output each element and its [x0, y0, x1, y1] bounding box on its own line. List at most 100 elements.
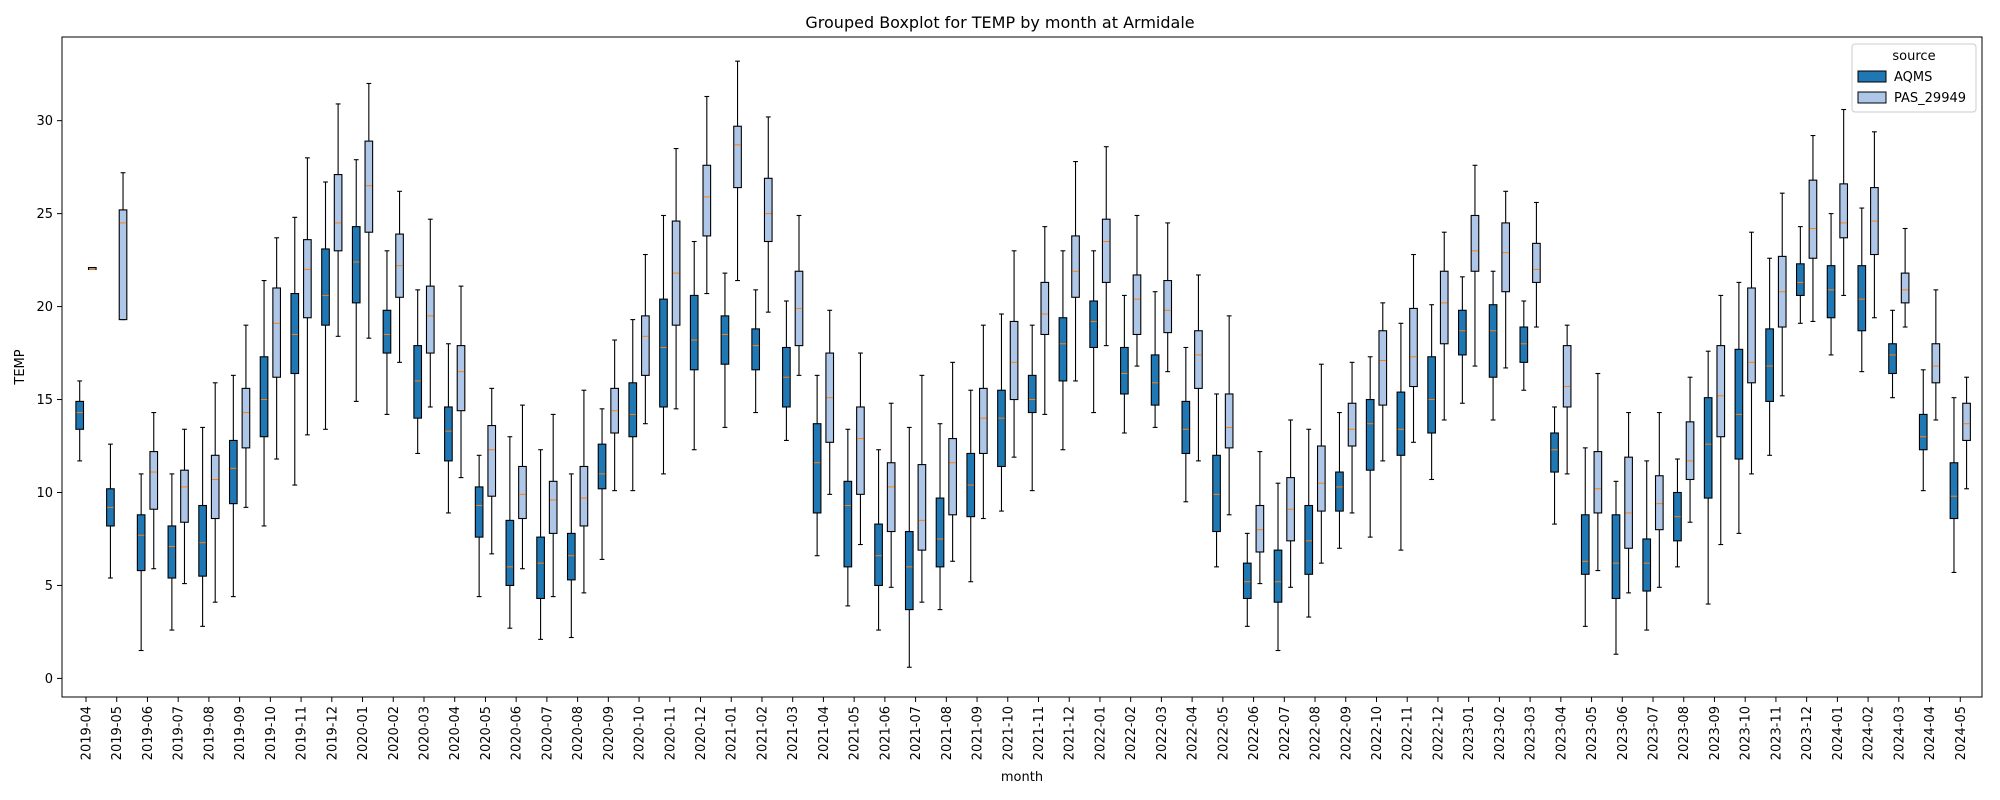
x-tick-label: 2020-06 [510, 706, 525, 760]
box-aqms-2023-07 [1642, 460, 1652, 631]
x-tick-label: 2019-07 [172, 706, 187, 760]
x-tick-label: 2023-04 [1554, 706, 1569, 760]
box-pas-2021-06 [886, 402, 896, 588]
x-tick-label: 2021-09 [971, 706, 986, 760]
box-aqms-2021-04 [812, 374, 822, 557]
x-tick-label: 2020-04 [448, 706, 463, 760]
box-iqr [1562, 345, 1572, 408]
box-iqr [1132, 274, 1142, 336]
box-pas-2021-12 [1071, 161, 1080, 382]
legend-title: source [1892, 49, 1935, 64]
x-tick-label: 2021-04 [817, 706, 832, 760]
box-iqr [720, 315, 730, 365]
box-iqr [1427, 356, 1436, 434]
box-aqms-2021-09 [966, 389, 976, 583]
box-aqms-2019-07 [167, 473, 177, 631]
box-aqms-2020-09 [597, 408, 607, 560]
box-iqr [136, 514, 146, 572]
box-pas-2024-01 [1839, 108, 1849, 296]
x-tick-label: 2022-03 [1155, 706, 1170, 760]
box-pas-2022-03 [1163, 222, 1173, 373]
plot-area [61, 36, 1983, 698]
y-axis-label: TEMP [13, 349, 28, 385]
box-aqms-2022-11 [1396, 322, 1406, 551]
x-tick-label: 2022-02 [1124, 706, 1139, 760]
box-iqr [659, 298, 668, 408]
box-iqr [1194, 330, 1203, 389]
box-iqr [1931, 343, 1941, 384]
box-pas-2021-09 [978, 324, 988, 520]
box-iqr [1519, 326, 1529, 363]
box-iqr [935, 497, 945, 568]
box-iqr [1949, 462, 1959, 520]
box-iqr [364, 140, 374, 233]
y-tick-label: 10 [36, 486, 53, 501]
box-iqr [1316, 445, 1326, 512]
box-pas-2022-05 [1224, 315, 1234, 516]
box-aqms-2020-03 [413, 289, 423, 455]
box-iqr [1242, 562, 1252, 600]
box-iqr [1532, 242, 1541, 283]
box-pas-2022-06 [1255, 451, 1265, 585]
x-tick-label: 2019-11 [295, 706, 310, 760]
box-aqms-2019-12 [321, 181, 330, 430]
x-tick-label: 2020-08 [571, 706, 586, 760]
box-iqr [1501, 222, 1511, 293]
box-aqms-2023-09 [1703, 350, 1713, 605]
x-tick-label: 2020-02 [387, 706, 402, 760]
box-aqms-2019-04 [75, 380, 85, 462]
x-tick-label: 2022-04 [1186, 706, 1201, 760]
x-tick-label: 2023-11 [1769, 706, 1784, 760]
box-iqr [487, 425, 497, 497]
y-axis: 0 5 10 15 20 25 30 [36, 114, 62, 687]
box-aqms-2020-04 [444, 343, 453, 514]
legend-label-pas: PAS_29949 [1894, 91, 1966, 106]
box-iqr [1654, 475, 1664, 531]
box-iqr [1747, 287, 1756, 384]
box-iqr [241, 387, 251, 449]
x-tick-label: 2023-09 [1708, 706, 1723, 760]
y-tick-label: 30 [36, 114, 53, 129]
box-aqms-2020-06 [505, 436, 515, 629]
box-iqr [272, 287, 282, 378]
x-tick-label: 2023-07 [1647, 706, 1662, 760]
x-tick-label: 2020-05 [479, 706, 494, 760]
box-pas-2022-07 [1286, 419, 1295, 588]
box-aqms-2021-03 [782, 300, 791, 441]
box-iqr [1304, 504, 1314, 575]
box-pas-2022-12 [1439, 231, 1449, 421]
x-tick-label: 2022-07 [1278, 706, 1293, 760]
box-iqr [149, 451, 159, 510]
box-aqms-2020-07 [536, 449, 545, 640]
box-pas-2020-07 [548, 413, 558, 598]
box-iqr [198, 504, 207, 577]
box-aqms-2021-05 [843, 428, 853, 607]
box-pas-2019-04 [87, 266, 97, 270]
box-pas-2019-08 [210, 382, 220, 603]
x-tick-label: 2019-08 [202, 706, 217, 760]
box-iqr [1163, 279, 1173, 334]
box-aqms-2020-01 [351, 159, 361, 402]
box-pas-2019-07 [180, 428, 189, 585]
box-iqr [886, 462, 896, 533]
x-tick-label: 2021-08 [940, 706, 955, 760]
box-aqms-2024-04 [1918, 369, 1928, 492]
box-iqr [505, 519, 515, 587]
x-tick-label: 2023-06 [1616, 706, 1631, 760]
x-tick-label: 2021-07 [909, 706, 924, 760]
box-pas-2019-12 [333, 103, 343, 337]
box-aqms-2022-05 [1212, 393, 1221, 568]
box-iqr [1888, 343, 1897, 375]
box-iqr [1808, 179, 1818, 259]
box-aqms-2020-05 [474, 454, 484, 598]
box-iqr [856, 406, 865, 495]
box-iqr [1839, 183, 1849, 239]
box-aqms-2020-10 [628, 319, 638, 492]
box-iqr [1734, 348, 1744, 460]
box-iqr [474, 486, 484, 538]
box-iqr [1685, 421, 1695, 481]
box-pas-2020-05 [487, 387, 497, 555]
x-axis-label: month [1001, 770, 1043, 785]
box-pas-2020-12 [702, 95, 712, 295]
box-iqr [1378, 330, 1388, 406]
